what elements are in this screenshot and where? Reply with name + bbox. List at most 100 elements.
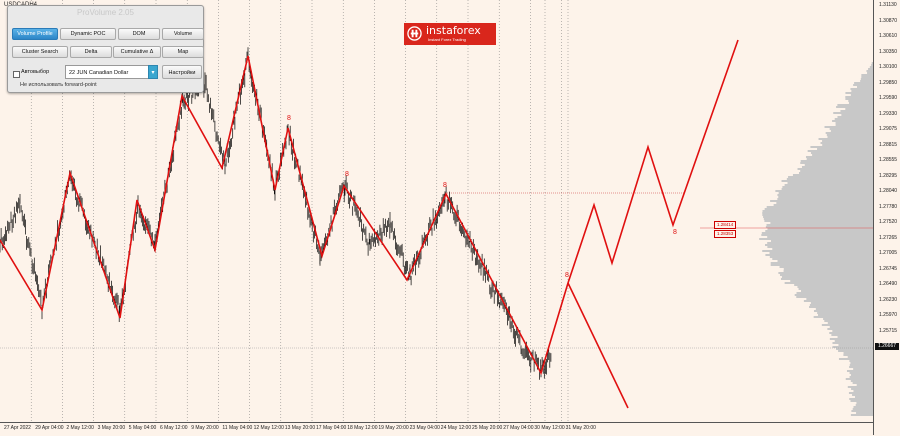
volume-profile-bar: [784, 282, 873, 284]
volume-profile-bar: [779, 266, 873, 268]
volume-profile-bar: [783, 268, 873, 270]
volume-profile-bar: [778, 196, 873, 198]
delta-button[interactable]: Delta: [70, 46, 112, 58]
volume-profile-bar: [770, 200, 873, 202]
volume-profile-bar: [763, 218, 873, 220]
volume-profile-bar: [781, 276, 873, 278]
map-button[interactable]: Map: [162, 46, 204, 58]
chevron-down-icon[interactable]: ▾: [148, 65, 158, 79]
volume-profile-bar: [848, 102, 873, 104]
volume-profile-bar: [852, 394, 873, 396]
volume-profile-bar: [761, 234, 873, 236]
cluster-search-button[interactable]: Cluster Search: [12, 46, 68, 58]
volume-profile-bar: [765, 230, 873, 232]
dynamic-poc-button[interactable]: Dynamic POC: [60, 28, 116, 40]
volume-profile-bar: [841, 114, 873, 116]
price-axis: [873, 0, 900, 435]
volume-profile-bar: [856, 412, 873, 414]
volume-button[interactable]: Volume: [162, 28, 204, 40]
date-tick-label: 18 May 12:00: [347, 425, 378, 431]
volume-profile-bar: [852, 408, 873, 410]
panel-title: ProVolume 2.05: [77, 8, 134, 17]
volume-profile-bar: [855, 404, 873, 406]
provolume-panel[interactable]: ProVolume 2.05 Volume Profile Dynamic PO…: [7, 5, 204, 93]
volume-profile-bar: [762, 210, 873, 212]
volume-profile-bar: [832, 120, 873, 122]
volume-profile-bar: [797, 168, 873, 170]
price-tick-label: 1.29590: [879, 95, 898, 101]
volume-profile-bar: [849, 376, 873, 378]
price-chart[interactable]: 8 8 8 8 8: [0, 0, 873, 422]
volume-profile-bar: [770, 222, 873, 224]
volume-profile-bar: [829, 332, 873, 334]
volume-profile-bar: [810, 302, 873, 304]
date-tick-label: 12 May 12:00: [253, 425, 284, 431]
volume-profile-bar: [765, 226, 873, 228]
settings-button[interactable]: Настройки: [162, 65, 202, 79]
volume-profile-bar: [827, 322, 873, 324]
volume-profile-bar: [767, 242, 873, 244]
volume-profile-bar: [786, 178, 873, 180]
cumulative-delta-button[interactable]: Cumulative Δ: [113, 46, 161, 58]
volume-profile-bar: [765, 254, 873, 256]
volume-profile-bar: [836, 106, 873, 108]
wave-forecast: [0, 39, 739, 376]
dom-button[interactable]: DOM: [118, 28, 160, 40]
volume-profile-bar: [777, 260, 873, 262]
date-tick-label: 17 May 04:00: [316, 425, 347, 431]
volume-profile-bar: [822, 140, 873, 142]
volume-profile-bar: [853, 406, 873, 408]
volume-profile-bar: [776, 202, 873, 204]
volume-profile-bar: [830, 130, 873, 132]
volume-profile-bar: [834, 118, 873, 120]
volume-profile-bar: [812, 154, 873, 156]
volume-profile-bar: [787, 182, 873, 184]
price-candles: [0, 47, 552, 380]
date-tick-label: 11 May 04:00: [222, 425, 253, 431]
volume-profile-bar: [822, 144, 873, 146]
volume-profile-bar: [829, 326, 873, 328]
wave-label: 8: [565, 272, 569, 279]
date-tick-label: 27 May 04:00: [503, 425, 534, 431]
volume-profile-bar: [849, 366, 873, 368]
volume-profile-bar: [837, 104, 873, 106]
volume-profile-bar: [765, 244, 873, 246]
volume-profile-bar: [784, 184, 873, 186]
volume-profile-bar: [832, 346, 873, 348]
volume-profile-bar: [770, 262, 873, 264]
volume-profile-bar: [761, 232, 873, 234]
price-tick-label: 1.31130: [879, 2, 897, 8]
volume-profile-bar: [834, 340, 873, 342]
volume-profile-bar: [769, 256, 873, 258]
logo-mark-icon: [407, 26, 422, 41]
period-separators: [30, 0, 569, 422]
volume-profile-bar: [833, 112, 873, 114]
volume-profile-bar: [796, 296, 873, 298]
volume-profile-bar: [823, 318, 873, 320]
volume-profile-bar: [772, 258, 873, 260]
volume-profile-bar: [804, 164, 873, 166]
volume-profile-button[interactable]: Volume Profile: [12, 28, 58, 40]
volume-profile-bar: [829, 338, 873, 340]
volume-profile-bar: [871, 62, 873, 64]
logo-name: instaforex: [426, 24, 481, 37]
instrument-select[interactable]: 22 JUN Canadian Dollar: [65, 65, 149, 79]
autoselect-checkbox[interactable]: [13, 71, 20, 78]
date-tick-label: 23 May 04:00: [409, 425, 440, 431]
volume-profile-bar: [850, 400, 873, 402]
volume-profile-bar: [850, 374, 873, 376]
volume-profile-bar: [838, 350, 873, 352]
wave-label: 8: [443, 182, 447, 189]
volume-profile-bar: [868, 68, 873, 70]
volume-profile-bar: [781, 188, 873, 190]
volume-profile-bar: [836, 348, 873, 350]
volume-profile-bar: [845, 98, 873, 100]
volume-profile-bar: [861, 76, 873, 78]
volume-profile-bar: [762, 250, 873, 252]
volume-profile-bar: [764, 208, 873, 210]
volume-profile-bar: [800, 160, 873, 162]
volume-profile-bar: [800, 290, 873, 292]
volume-profile-bar: [813, 310, 873, 312]
volume-profile-bar: [832, 330, 873, 332]
volume-profile-bar: [867, 72, 873, 74]
